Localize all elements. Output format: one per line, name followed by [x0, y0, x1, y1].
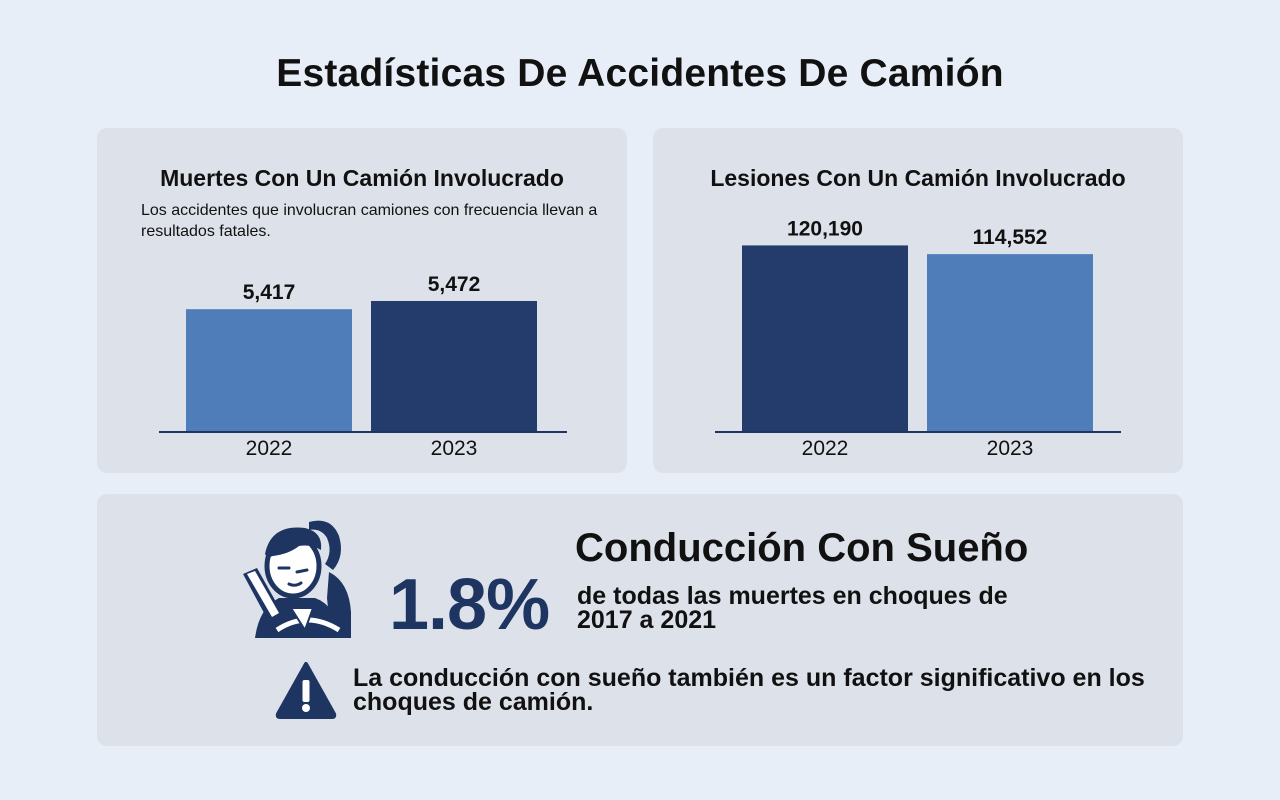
- deaths-bar-chart: 5,417 2022 5,472 2023: [159, 273, 567, 460]
- drowsy-driving-panel: 1.8% Conducción Con Sueño de todas las m…: [97, 494, 1183, 746]
- tick-label-2023: 2023: [431, 437, 478, 460]
- deaths-chart-subtitle: Los accidentes que involucran camiones c…: [141, 202, 598, 240]
- bar-2022: [742, 245, 908, 431]
- injuries-bar-chart: 120,190 2022 114,552 2023: [715, 217, 1121, 460]
- bar-2023: [927, 254, 1093, 431]
- bar-2023: [371, 300, 537, 431]
- deaths-chart-title: Muertes Con Un Camión Involucrado: [160, 165, 564, 191]
- drowsy-driver-icon: [243, 520, 351, 638]
- data-label-2023: 5,472: [428, 273, 481, 296]
- tick-label-2022: 2022: [246, 437, 293, 460]
- bar-2022: [186, 309, 352, 431]
- warning-triangle-icon: [275, 662, 337, 719]
- data-label-2022: 5,417: [243, 281, 296, 304]
- drowsy-description: de todas las muertes en choques de 2017 …: [577, 582, 1008, 634]
- drowsy-heading: Conducción Con Sueño: [575, 526, 1029, 570]
- data-label-2022: 120,190: [787, 217, 863, 240]
- tick-label-2023: 2023: [987, 437, 1034, 460]
- data-label-2023: 114,552: [973, 226, 1048, 249]
- deaths-chart-panel: Muertes Con Un Camión Involucrado Los ac…: [97, 128, 627, 473]
- drowsy-percent: 1.8%: [389, 565, 550, 645]
- warning-text: La conducción con sueño también es un fa…: [353, 664, 1145, 716]
- page-title: Estadísticas De Accidentes De Camión: [276, 52, 1004, 95]
- injuries-chart-title: Lesiones Con Un Camión Involucrado: [710, 165, 1126, 191]
- injuries-chart-panel: Lesiones Con Un Camión Involucrado 120,1…: [653, 128, 1183, 473]
- tick-label-2022: 2022: [802, 437, 849, 460]
